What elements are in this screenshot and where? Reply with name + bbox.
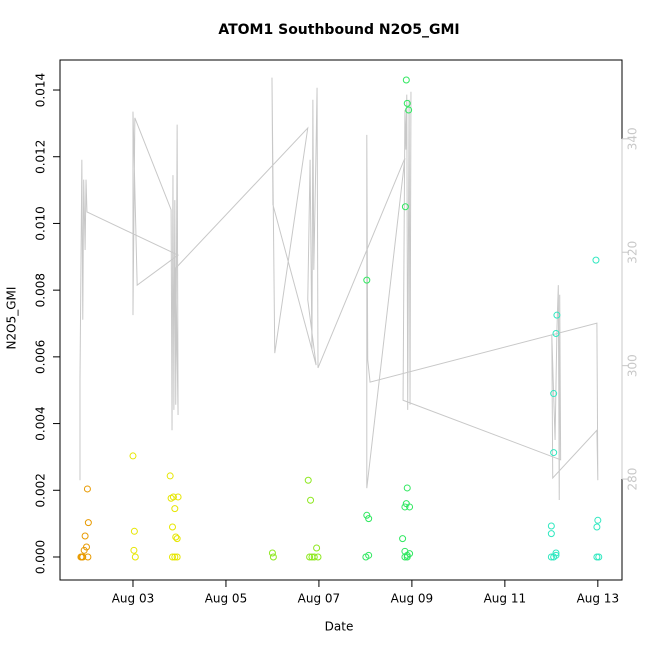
point [401, 203, 409, 211]
x-tick-label: Aug 09 [391, 592, 434, 606]
point [550, 449, 558, 457]
point [129, 452, 137, 460]
point [593, 523, 601, 531]
point [310, 553, 318, 561]
point [547, 522, 555, 530]
point [552, 551, 560, 559]
point [306, 553, 314, 561]
point [168, 523, 176, 531]
y2-tick-label: 280 [626, 468, 640, 491]
y-tick-label: 0.002 [34, 473, 48, 507]
chart-title: ATOM1 Southbound N2O5_GMI [218, 22, 459, 38]
point [173, 553, 181, 561]
point [268, 549, 276, 557]
line-series [79, 77, 599, 501]
y-tick-label: 0.000 [34, 540, 48, 574]
point [130, 527, 138, 535]
y-tick-label: 0.004 [34, 406, 48, 440]
point [403, 484, 411, 492]
point [83, 485, 91, 493]
point [173, 535, 181, 543]
point [171, 505, 179, 513]
y-tick-label: 0.014 [34, 73, 48, 107]
x-axis-label: Date [325, 620, 354, 634]
point [313, 544, 321, 552]
point [401, 503, 409, 511]
x-tick-label: Aug 11 [484, 592, 527, 606]
point [593, 553, 601, 561]
point [403, 99, 411, 107]
point [552, 549, 560, 557]
point [547, 553, 555, 561]
point [594, 516, 602, 524]
y-tick-label: 0.010 [34, 206, 48, 240]
point [553, 311, 561, 319]
point [79, 553, 87, 561]
point [406, 503, 414, 511]
y-tick-label: 0.006 [34, 340, 48, 374]
point [269, 553, 277, 561]
y2-tick-label: 340 [626, 127, 640, 150]
point [84, 553, 92, 561]
y2-tick-label: 320 [626, 241, 640, 264]
point [401, 553, 409, 561]
point [169, 493, 177, 501]
point [307, 496, 315, 504]
point [363, 511, 371, 519]
y-tick-label: 0.012 [34, 140, 48, 174]
point [365, 551, 373, 559]
point [131, 553, 139, 561]
point [171, 553, 179, 561]
point [595, 553, 603, 561]
y2-tick-label: 300 [626, 354, 640, 377]
point [403, 553, 411, 561]
point [547, 530, 555, 538]
point [402, 76, 410, 84]
point [314, 553, 322, 561]
x-tick-label: Aug 13 [577, 592, 620, 606]
x-tick-label: Aug 03 [112, 592, 155, 606]
point [405, 106, 413, 114]
point [592, 256, 600, 264]
point [130, 546, 138, 554]
point [166, 472, 174, 480]
point [363, 276, 371, 284]
point [552, 330, 560, 338]
point [81, 532, 89, 540]
point [172, 533, 180, 541]
x-tick-label: Aug 05 [205, 592, 248, 606]
x-tick-label: Aug 07 [298, 592, 341, 606]
point [84, 519, 92, 527]
point [168, 553, 176, 561]
plot-frame [59, 59, 623, 581]
point [174, 493, 182, 501]
point [399, 535, 407, 543]
point [550, 390, 558, 398]
y-tick-label: 0.008 [34, 273, 48, 307]
point [365, 515, 373, 523]
point [82, 543, 90, 551]
y-axis-label: N2O5_GMI [5, 287, 19, 350]
point [304, 476, 312, 484]
